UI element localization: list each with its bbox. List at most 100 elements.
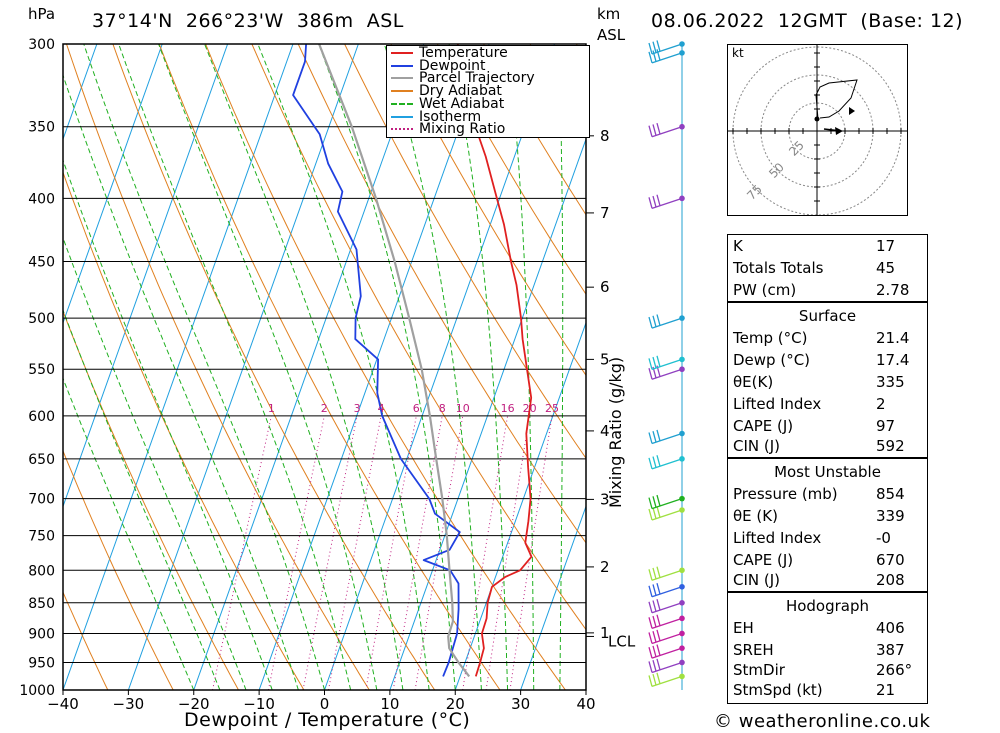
pressure-tick-label: 600 xyxy=(28,409,55,425)
wet-adiabat-line xyxy=(558,44,564,690)
mixing-ratio-label: 6 xyxy=(413,402,420,415)
wind-barb-flag xyxy=(652,507,657,519)
wind-barb-flag xyxy=(656,314,661,326)
parcel-trajectory-line xyxy=(318,44,471,678)
x-tick-label: −20 xyxy=(178,695,210,713)
legend-label: Parcel Trajectory xyxy=(419,70,535,87)
hodograph-plot: 25 50 75 xyxy=(728,45,907,215)
legend-item: Wet Adiabat xyxy=(389,97,504,111)
wind-barb-flag xyxy=(648,197,653,209)
wind-barb-flag xyxy=(648,617,653,629)
x-tick-label: −30 xyxy=(113,695,145,713)
mixing-ratio-line xyxy=(414,415,464,690)
x-tick-label: 40 xyxy=(576,695,595,713)
wind-barb-flag xyxy=(656,614,661,626)
wind-barb-flag xyxy=(648,646,653,659)
wind-barb-flag xyxy=(656,644,661,656)
wind-barb-flag xyxy=(648,569,653,581)
wind-barb-flag xyxy=(652,615,657,628)
mu-row-li: Lifted Index -0 xyxy=(733,529,891,547)
wet-adiabat-line xyxy=(83,44,325,690)
mixing-ratio-line xyxy=(392,415,443,690)
mixing-ratio-label: 4 xyxy=(378,402,385,415)
wind-barb-flag xyxy=(656,40,661,52)
wind-barb-shaft xyxy=(651,197,683,209)
wind-barb-flag xyxy=(648,632,653,644)
hodograph-ticks xyxy=(732,52,902,202)
x-tick-label: 10 xyxy=(380,695,399,713)
dry-adiabat-line xyxy=(390,44,586,377)
wet-adiabat-line xyxy=(158,44,378,690)
mixing-ratio-axis-label: Mixing Ratio (g/kg) xyxy=(606,356,625,508)
axes: 3003504004505005506006507007508008509009… xyxy=(19,37,635,713)
hodo-row-sreh: SREH 387 xyxy=(733,641,905,659)
lcl-label: LCL xyxy=(608,632,636,650)
wind-barb-flag xyxy=(652,124,657,136)
isotherm-line xyxy=(193,44,425,690)
mixing-ratio-label: 16 xyxy=(501,402,515,415)
wind-barb-flag xyxy=(652,584,657,596)
wind-barb-flag xyxy=(656,672,661,684)
hodograph-unit-label: kt xyxy=(732,46,744,60)
legend-label: Mixing Ratio xyxy=(419,121,506,138)
wet-adiabat-line xyxy=(63,158,273,690)
wind-barb-shaft xyxy=(651,358,683,370)
legend-label: Isotherm xyxy=(419,108,482,125)
x-tick-label: −10 xyxy=(243,695,275,713)
wet-adiabat-line xyxy=(383,44,482,690)
surface-row-temp: Temp (°C) 21.4 xyxy=(733,329,910,347)
wind-barb-flag xyxy=(652,431,657,443)
legend-item: Parcel Trajectory xyxy=(389,70,535,87)
wind-barb-flag xyxy=(656,629,661,642)
wind-barb-shaft xyxy=(651,586,683,598)
hodograph-arrow-icon xyxy=(849,107,855,115)
pressure-tick-label: 450 xyxy=(28,255,55,271)
wind-barb-flag xyxy=(652,673,657,686)
mixing-ratio-label: 3 xyxy=(354,402,361,415)
most-unstable-table: Most Unstable Pressure (mb) 854 θE (K) 339… xyxy=(727,458,928,592)
wet-adiabat-line xyxy=(507,44,535,690)
pressure-tick-label: 350 xyxy=(28,120,55,136)
isotherm-line xyxy=(0,44,32,690)
hodograph-trace xyxy=(815,79,858,120)
wet-adiabat-line xyxy=(204,44,404,690)
mixing-ratio-label: 20 xyxy=(523,402,537,415)
isobars xyxy=(63,43,586,691)
wind-barb-shaft xyxy=(651,498,683,510)
wind-barb-shaft xyxy=(651,661,683,674)
isotherm-line xyxy=(520,504,586,690)
wind-barb-flag xyxy=(656,122,661,135)
wind-barb-flag xyxy=(652,356,657,369)
wind-barb-shaft xyxy=(651,617,683,629)
legend: Temperature Dewpoint Parcel Trajectory Dry … xyxy=(386,45,590,138)
wind-barb-dot xyxy=(679,123,685,130)
isotherm-line xyxy=(454,321,586,690)
wind-barb-flag xyxy=(648,497,653,509)
location-title: 37°14'N 266°23'W 386m ASL xyxy=(92,10,404,32)
pressure-tick-label: 700 xyxy=(28,492,55,508)
wind-barb-flag xyxy=(652,600,657,612)
surface-row-dewp: Dewp (°C) 17.4 xyxy=(733,351,910,369)
wind-barb-flag xyxy=(652,195,657,208)
pressure-tick-label: 750 xyxy=(28,529,55,545)
wind-barb-flag xyxy=(656,506,661,518)
wind-barb-flag xyxy=(656,599,661,611)
surface-title: Surface xyxy=(798,307,857,325)
mixing-ratio-label: 8 xyxy=(439,402,446,415)
wind-barb-flag xyxy=(656,355,661,367)
wind-barb-flag xyxy=(648,601,653,613)
wind-barb-flag xyxy=(652,315,657,327)
wind-barb-shaft xyxy=(651,43,683,55)
mixing-ratio-label: 2 xyxy=(321,402,328,415)
mixing-ratio-label: 1 xyxy=(268,402,275,415)
wind-barb-shaft xyxy=(651,317,683,329)
footer-credit[interactable]: © weatheronline.co.uk xyxy=(714,711,931,732)
height-tick-label: 4 xyxy=(600,422,610,440)
wind-barb-flag xyxy=(648,432,653,444)
isotherm-line xyxy=(258,44,490,690)
mu-row-cin: CIN (J) 208 xyxy=(733,571,905,589)
dewpoint-line xyxy=(292,44,461,677)
mixing-ratio-lines xyxy=(212,415,553,690)
dry-adiabat-line xyxy=(158,44,501,690)
most-unstable-title: Most Unstable xyxy=(774,463,881,481)
